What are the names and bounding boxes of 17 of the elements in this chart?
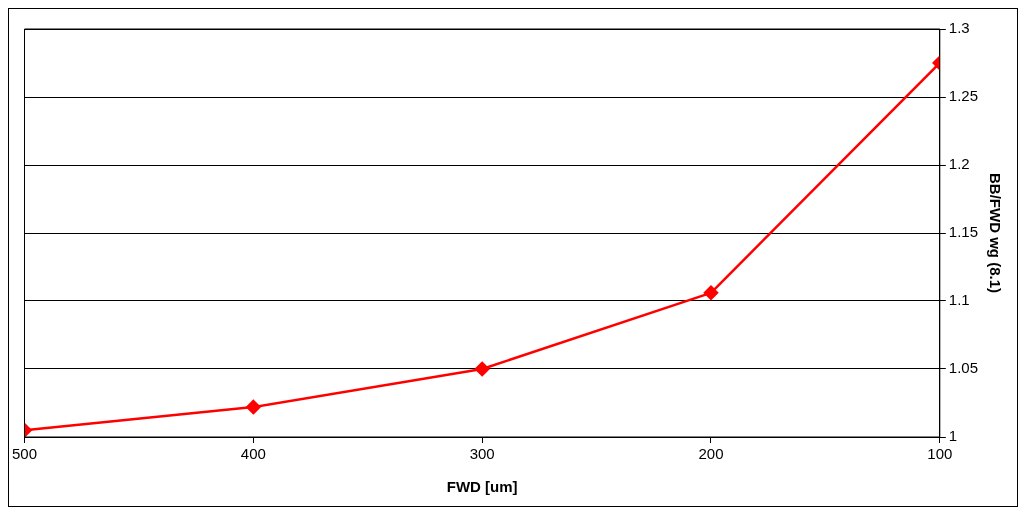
y-tick-label: 1.1 — [948, 291, 970, 309]
x-tick-label: 100 — [927, 445, 953, 463]
y-tick-label: 1.25 — [948, 87, 979, 105]
x-tick-label: 200 — [698, 445, 724, 463]
x-tick-label: 300 — [469, 445, 495, 463]
x-tick-label: 400 — [240, 445, 266, 463]
point — [703, 285, 719, 301]
y-axis-title: BB/FWD wg (8.1) — [986, 173, 1004, 293]
y-tick-label: 1.2 — [948, 155, 970, 173]
y-tick-label: 1 — [948, 427, 958, 445]
y-tick-label: 1.05 — [948, 359, 979, 377]
point — [246, 399, 261, 415]
y-tick-label: 1.3 — [948, 19, 970, 37]
y-tick-label: 1.15 — [948, 223, 979, 241]
x-tick-label: 500 — [12, 445, 38, 463]
x-axis-title: FWD [um] — [446, 478, 518, 496]
point — [474, 361, 490, 377]
